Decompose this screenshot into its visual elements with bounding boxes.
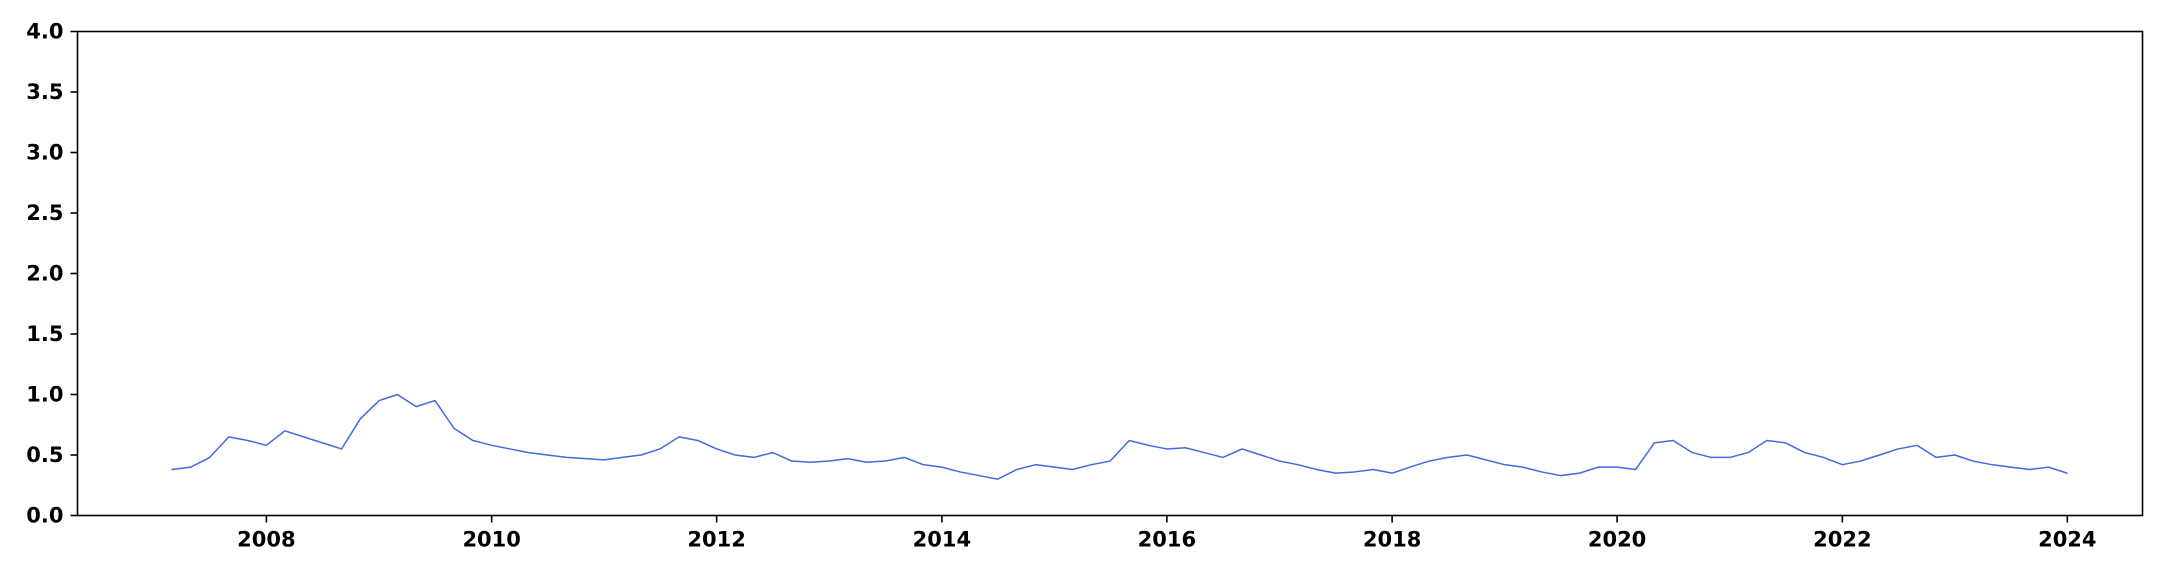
y-axis: 0.0 0.5 1.0 1.5 2.0 2.5 3.0 3.5 4.0 [26,20,78,528]
x-tick-label: 2016 [1138,528,1196,552]
x-tick-label: 2020 [1588,528,1646,552]
x-tick-label: 2008 [237,528,295,552]
y-tick-label: 3.5 [26,80,63,104]
x-tick-label: 2012 [687,528,745,552]
x-tick-label: 2018 [1363,528,1421,552]
y-tick-label: 0.0 [26,504,63,528]
plot-area-background [77,31,2143,516]
x-axis: 2008 2010 2012 2014 2016 2018 2020 2022 2024 [237,515,2097,552]
x-tick-label: 2022 [1813,528,1871,552]
y-tick-label: 1.0 [26,383,63,407]
y-tick-label: 2.5 [26,201,63,225]
y-tick-label: 1.5 [26,322,63,346]
x-tick-label: 2024 [2038,528,2096,552]
series-line [171,393,2068,480]
y-tick-label: 0.5 [26,443,63,467]
x-tick-label: 2014 [913,528,971,552]
series-layer [171,393,2068,480]
y-tick-label: 4.0 [26,20,63,44]
x-tick-label: 2010 [462,528,520,552]
y-tick-label: 2.0 [26,262,63,286]
y-tick-label: 3.0 [26,141,63,165]
